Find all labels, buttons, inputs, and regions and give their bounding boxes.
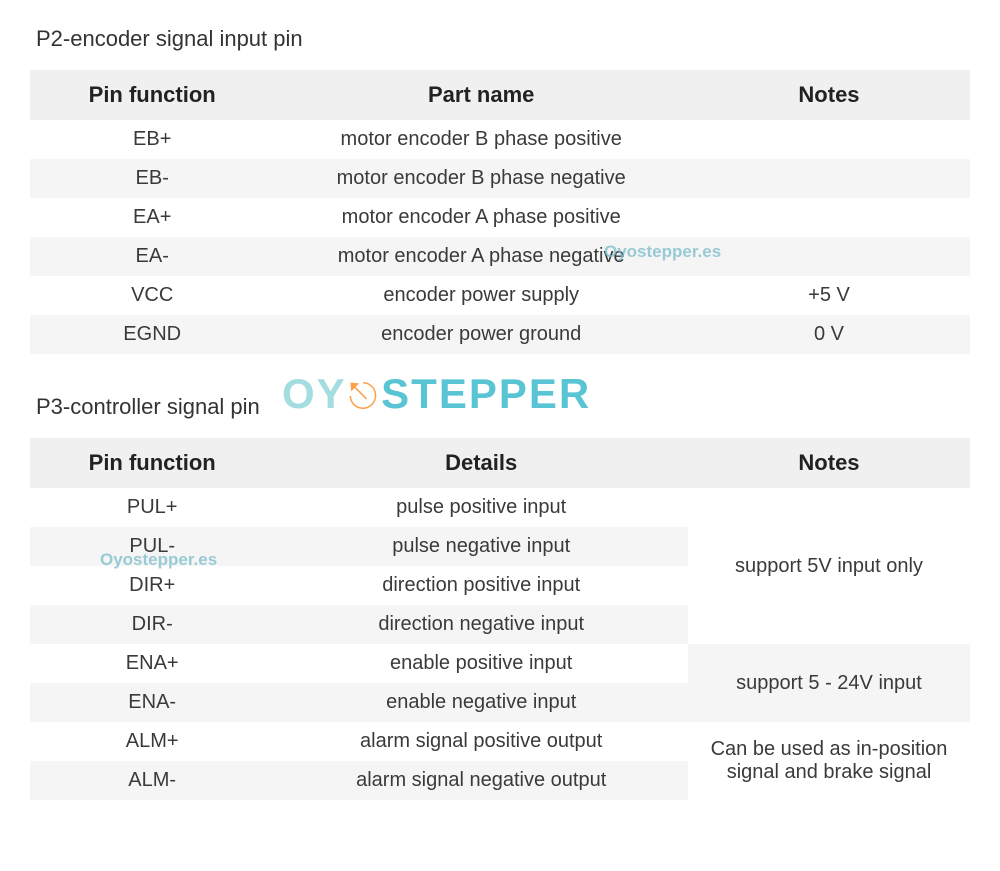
p3-header-row: Pin function Details Notes [30, 438, 970, 488]
p3-col-notes: Notes [688, 438, 970, 488]
p2-part: encoder power supply [274, 276, 688, 315]
p2-pin: EA- [30, 237, 274, 276]
p2-pin: EGND [30, 315, 274, 354]
p3-detail: alarm signal negative output [274, 761, 688, 800]
table-row: VCC encoder power supply +5 V [30, 276, 970, 315]
p2-notes [688, 237, 970, 276]
p3-note-group-0: support 5V input only [688, 488, 970, 644]
p3-pin: ALM- [30, 761, 274, 800]
table-row: EA- motor encoder A phase negative [30, 237, 970, 276]
table-row: EB- motor encoder B phase negative [30, 159, 970, 198]
p2-part: encoder power ground [274, 315, 688, 354]
table-row: EA+ motor encoder A phase positive [30, 198, 970, 237]
p2-notes: 0 V [688, 315, 970, 354]
p3-col-details: Details [274, 438, 688, 488]
p3-note-group-2: Can be used as in-position signal and br… [688, 722, 970, 800]
p2-col-pin: Pin function [30, 70, 274, 120]
p3-note-group-1: support 5 - 24V input [688, 644, 970, 722]
p3-pin: DIR+ [30, 566, 274, 605]
p2-pin: EB+ [30, 120, 274, 159]
p2-col-part: Part name [274, 70, 688, 120]
p2-pin: VCC [30, 276, 274, 315]
p3-title: P3-controller signal pin [36, 394, 970, 420]
p2-part: motor encoder A phase negative [274, 237, 688, 276]
p3-pin: ALM+ [30, 722, 274, 761]
p3-detail: pulse negative input [274, 527, 688, 566]
p3-detail: direction negative input [274, 605, 688, 644]
p2-col-notes: Notes [688, 70, 970, 120]
p2-pin: EA+ [30, 198, 274, 237]
table-row: EGND encoder power ground 0 V [30, 315, 970, 354]
p2-notes [688, 120, 970, 159]
p2-pin: EB- [30, 159, 274, 198]
table-row: ALM+ alarm signal positive output Can be… [30, 722, 970, 761]
p3-pin: ENA- [30, 683, 274, 722]
p2-notes [688, 159, 970, 198]
p2-part: motor encoder B phase positive [274, 120, 688, 159]
p3-detail: enable positive input [274, 644, 688, 683]
p3-pin: PUL+ [30, 488, 274, 527]
p2-title: P2-encoder signal input pin [36, 26, 970, 52]
p2-part: motor encoder B phase negative [274, 159, 688, 198]
p2-table: Pin function Part name Notes EB+ motor e… [30, 70, 970, 354]
p2-notes [688, 198, 970, 237]
p3-pin: DIR- [30, 605, 274, 644]
p3-detail: alarm signal positive output [274, 722, 688, 761]
table-row: EB+ motor encoder B phase positive [30, 120, 970, 159]
p3-detail: pulse positive input [274, 488, 688, 527]
p3-detail: enable negative input [274, 683, 688, 722]
table-row: ENA+ enable positive input support 5 - 2… [30, 644, 970, 683]
p3-pin: ENA+ [30, 644, 274, 683]
p2-header-row: Pin function Part name Notes [30, 70, 970, 120]
p3-pin: PUL- [30, 527, 274, 566]
p2-notes: +5 V [688, 276, 970, 315]
p3-detail: direction positive input [274, 566, 688, 605]
p3-col-pin: Pin function [30, 438, 274, 488]
p2-part: motor encoder A phase positive [274, 198, 688, 237]
table-row: PUL+ pulse positive input support 5V inp… [30, 488, 970, 527]
p3-table: Pin function Details Notes PUL+ pulse po… [30, 438, 970, 800]
